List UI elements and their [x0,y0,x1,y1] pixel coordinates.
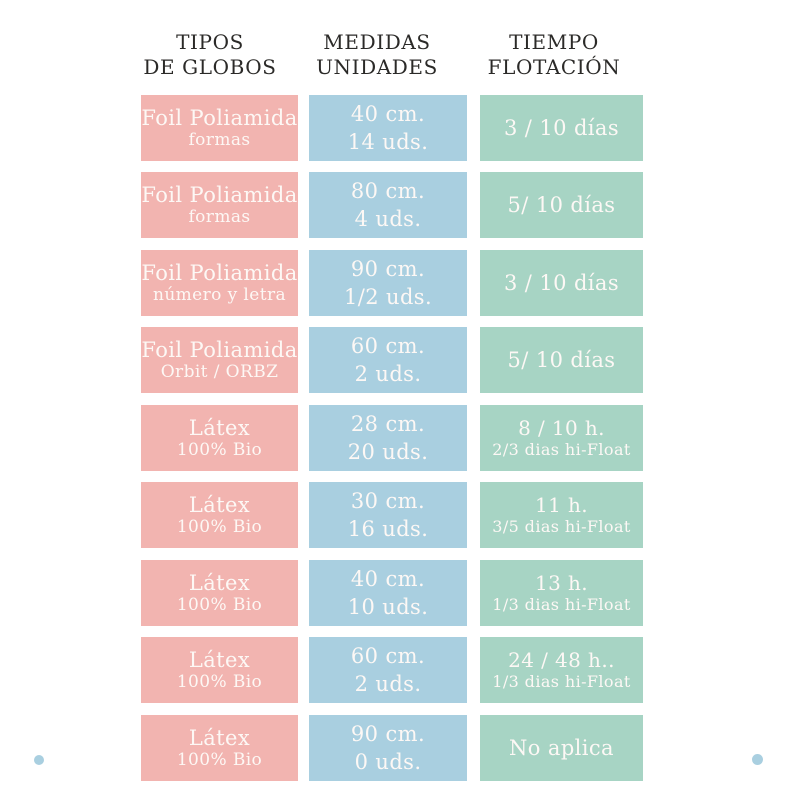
tiempo-label: 5/ 10 días [507,348,616,372]
header-tipos-de-globos: TIPOS DE GLOBOS [100,30,320,80]
medidas-cell: 28 cm. 20 uds. [309,405,467,471]
unidades-label: 4 uds. [354,206,422,231]
tiempo-cell: 13 h. 1/3 dias hi-Float [480,560,643,626]
medidas-cell: 40 cm. 10 uds. [309,560,467,626]
medida-label: 90 cm. [350,256,426,281]
tipo-sublabel: Orbit / ORBZ [160,361,279,382]
table-row: Látex 100% Bio 90 cm. 0 uds. No aplica [0,715,800,781]
header-line-1: TIEMPO [509,30,599,54]
medida-label: 60 cm. [350,333,426,358]
tiempo-cell: 8 / 10 h. 2/3 dias hi-Float [480,405,643,471]
tiempo-label: 24 / 48 h.. [508,647,615,672]
tipo-cell: Látex 100% Bio [141,715,298,781]
tiempo-sublabel: 2/3 dias hi-Float [492,439,631,459]
tipo-label: Látex [188,725,251,750]
header-medidas-unidades: MEDIDAS UNIDADES [267,30,487,80]
medida-label: 80 cm. [350,178,426,203]
medida-label: 28 cm. [350,411,426,436]
table-row: Foil Poliamida número y letra 90 cm. 1/2… [0,250,800,316]
tipo-sublabel: 100% Bio [176,594,263,615]
tiempo-cell: 24 / 48 h.. 1/3 dias hi-Float [480,637,643,703]
tiempo-label: 13 h. [534,570,589,595]
medida-label: 40 cm. [350,566,426,591]
unidades-label: 14 uds. [347,129,429,154]
medida-label: 60 cm. [350,643,426,668]
tipo-sublabel: formas [188,206,251,227]
table-row: Foil Poliamida formas 40 cm. 14 uds. 3 /… [0,95,800,161]
tipo-cell: Foil Poliamida formas [141,172,298,238]
table-row: Foil Poliamida Orbit / ORBZ 60 cm. 2 uds… [0,327,800,393]
unidades-label: 1/2 uds. [343,284,433,309]
tipo-cell: Látex 100% Bio [141,405,298,471]
tiempo-sublabel: 1/3 dias hi-Float [492,594,631,614]
tipo-sublabel: 100% Bio [176,516,263,537]
tipo-sublabel: 100% Bio [176,749,263,770]
tipo-cell: Látex 100% Bio [141,637,298,703]
tipo-label: Látex [188,415,251,440]
header-line-2: FLOTACIÓN [487,55,621,79]
table-row: Látex 100% Bio 30 cm. 16 uds. 11 h. 3/5 … [0,482,800,548]
tipo-label: Foil Poliamida [141,260,298,285]
medidas-cell: 90 cm. 0 uds. [309,715,467,781]
tiempo-cell: No aplica [480,715,643,781]
tipo-sublabel: formas [188,129,251,150]
tipo-label: Látex [188,570,251,595]
unidades-label: 2 uds. [354,361,422,386]
tipo-cell: Foil Poliamida formas [141,95,298,161]
tiempo-sublabel: 1/3 dias hi-Float [492,671,631,691]
tiempo-sublabel: 3/5 dias hi-Float [492,516,631,536]
table-row: Látex 100% Bio 28 cm. 20 uds. 8 / 10 h. … [0,405,800,471]
header-tiempo-flotacion: TIEMPO FLOTACIÓN [444,30,664,80]
tiempo-label: 3 / 10 días [503,271,620,295]
tipo-label: Foil Poliamida [141,337,298,362]
header-line-1: TIPOS [176,30,244,54]
decor-dot-icon [34,755,44,765]
table-row: Foil Poliamida formas 80 cm. 4 uds. 5/ 1… [0,172,800,238]
unidades-label: 16 uds. [347,516,429,541]
tiempo-label: 5/ 10 días [507,193,616,217]
tiempo-cell: 5/ 10 días [480,327,643,393]
tipo-cell: Látex 100% Bio [141,560,298,626]
medida-label: 40 cm. [350,101,426,126]
tipo-cell: Látex 100% Bio [141,482,298,548]
tipo-sublabel: 100% Bio [176,671,263,692]
unidades-label: 10 uds. [347,594,429,619]
tiempo-cell: 3 / 10 días [480,95,643,161]
unidades-label: 2 uds. [354,671,422,696]
table-row: Látex 100% Bio 60 cm. 2 uds. 24 / 48 h..… [0,637,800,703]
tipo-sublabel: número y letra [152,284,287,305]
tipo-sublabel: 100% Bio [176,439,263,460]
header-line-1: MEDIDAS [323,30,431,54]
tipo-label: Látex [188,647,251,672]
tipo-label: Foil Poliamida [141,182,298,207]
tiempo-cell: 3 / 10 días [480,250,643,316]
tiempo-label: 11 h. [534,492,589,517]
tipo-cell: Foil Poliamida Orbit / ORBZ [141,327,298,393]
unidades-label: 0 uds. [354,749,422,774]
tiempo-label: 3 / 10 días [503,116,620,140]
tiempo-cell: 5/ 10 días [480,172,643,238]
medidas-cell: 60 cm. 2 uds. [309,637,467,703]
medidas-cell: 40 cm. 14 uds. [309,95,467,161]
header-line-2: DE GLOBOS [143,55,277,79]
medidas-cell: 80 cm. 4 uds. [309,172,467,238]
tiempo-label: 8 / 10 h. [518,415,605,440]
medidas-cell: 60 cm. 2 uds. [309,327,467,393]
decor-dot-icon [752,754,763,765]
medidas-cell: 90 cm. 1/2 uds. [309,250,467,316]
medida-label: 90 cm. [350,721,426,746]
header-line-2: UNIDADES [316,55,438,79]
unidades-label: 20 uds. [347,439,429,464]
tipo-label: Látex [188,492,251,517]
tiempo-cell: 11 h. 3/5 dias hi-Float [480,482,643,548]
tiempo-label: No aplica [509,736,614,760]
tipo-label: Foil Poliamida [141,105,298,130]
medida-label: 30 cm. [350,488,426,513]
medidas-cell: 30 cm. 16 uds. [309,482,467,548]
tipo-cell: Foil Poliamida número y letra [141,250,298,316]
table-row: Látex 100% Bio 40 cm. 10 uds. 13 h. 1/3 … [0,560,800,626]
